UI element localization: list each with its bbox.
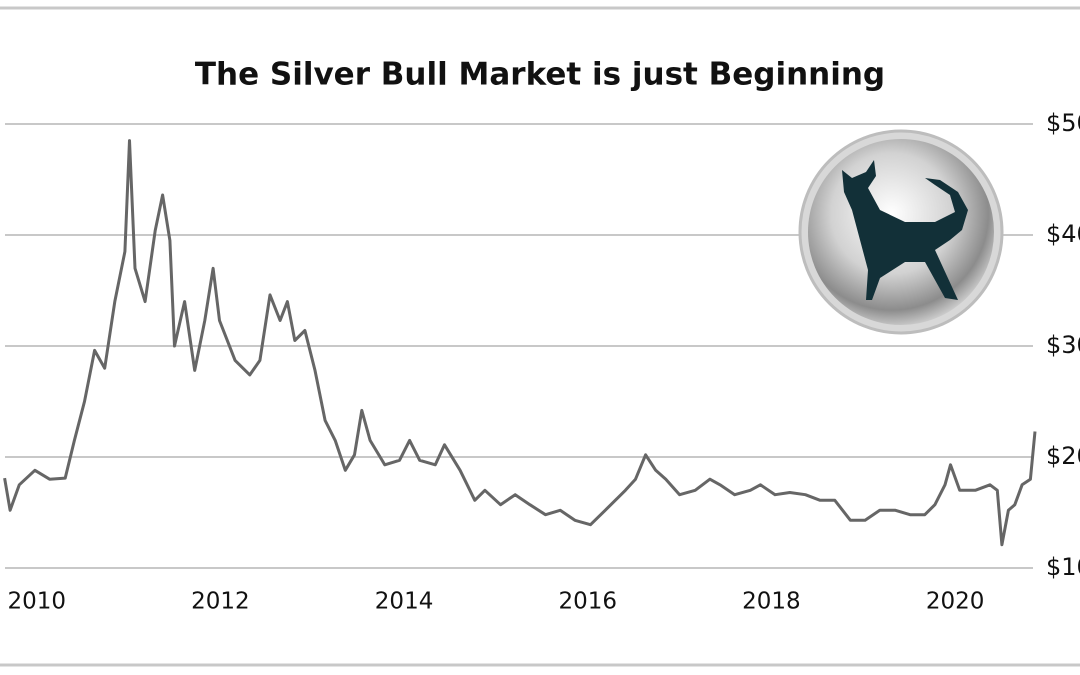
x-tick-label: 2018 xyxy=(742,589,801,615)
x-tick-label: 2020 xyxy=(926,589,985,615)
y-tick-label: $20 xyxy=(1046,442,1080,470)
y-tick-label: $50 xyxy=(1046,109,1080,137)
y-tick-label: $10 xyxy=(1046,553,1080,581)
y-tick-label: $30 xyxy=(1046,331,1080,359)
x-tick-label: 2014 xyxy=(375,589,434,615)
x-tick-label: 2016 xyxy=(558,589,617,615)
logo-bull xyxy=(842,160,968,300)
y-tick-label: $40 xyxy=(1046,220,1080,248)
chart-title: The Silver Bull Market is just Beginning xyxy=(195,57,885,93)
x-tick-label: 2010 xyxy=(7,589,66,615)
x-tick-label: 2012 xyxy=(191,589,250,615)
logo xyxy=(798,129,1004,335)
price-line xyxy=(3,139,1037,547)
plot-area: $50 $40 $30 $20 $10 2010 2012 2014 2016 2018 2020 xyxy=(3,109,1080,615)
